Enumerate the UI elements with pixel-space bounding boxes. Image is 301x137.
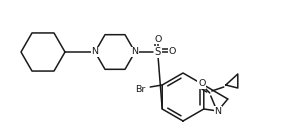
Text: N: N <box>132 48 138 56</box>
Text: S: S <box>155 47 161 57</box>
Text: Br: Br <box>135 85 145 95</box>
Text: N: N <box>92 48 98 56</box>
Text: O: O <box>198 79 206 89</box>
Text: O: O <box>154 35 162 44</box>
Text: N: N <box>214 106 221 115</box>
Text: O: O <box>168 48 176 56</box>
